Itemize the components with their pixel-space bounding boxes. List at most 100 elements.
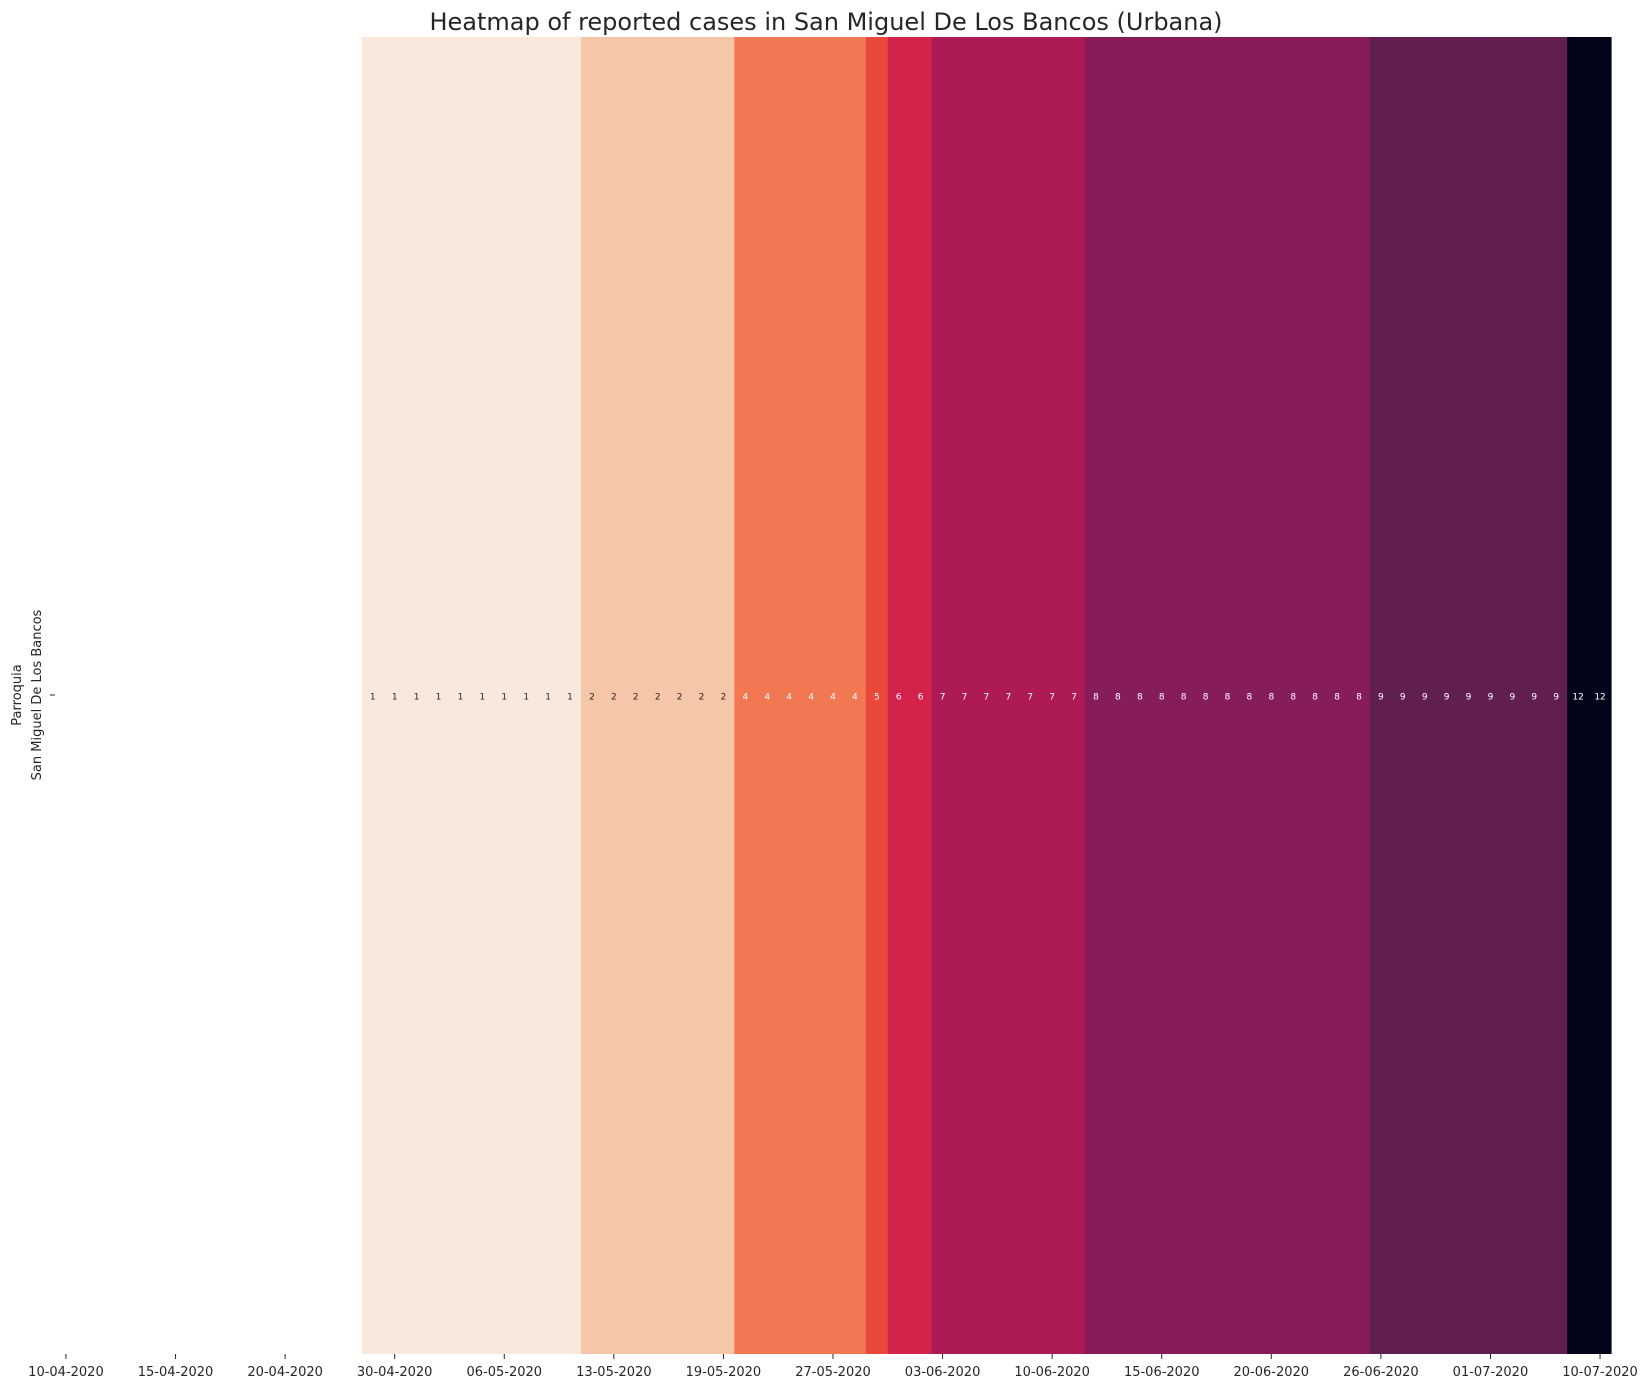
- cell-annotation: 2: [589, 693, 595, 703]
- cell-annotation: 8: [1356, 693, 1362, 703]
- cell-annotation: 1: [436, 693, 442, 703]
- heatmap-cell: [1369, 37, 1393, 1354]
- x-tick-label: 06-05-2020: [466, 1365, 542, 1380]
- heatmap-cell: [537, 37, 560, 1354]
- cell-annotation: 9: [1422, 693, 1428, 703]
- heatmap-cell: [1150, 37, 1174, 1354]
- heatmap-cell: [668, 37, 692, 1354]
- heatmap-cell: [778, 37, 801, 1354]
- heatmap-cell: [624, 37, 648, 1354]
- cell-annotation: 2: [699, 693, 705, 703]
- heatmap-cell: [734, 37, 757, 1354]
- x-tick-label: 26-06-2020: [1343, 1365, 1419, 1380]
- heatmap-cell: [493, 37, 516, 1354]
- cell-annotation: 4: [808, 693, 814, 703]
- cell-annotation: 6: [918, 693, 924, 703]
- x-tick-label: 15-06-2020: [1124, 1365, 1200, 1380]
- heatmap-cell: [822, 37, 845, 1354]
- heatmap-cell: [1567, 37, 1590, 1354]
- x-tick-label: 10-04-2020: [28, 1365, 104, 1380]
- heatmap-cell: [1282, 37, 1305, 1354]
- heatmap-cell: [1545, 37, 1568, 1354]
- x-tick-label: 19-05-2020: [686, 1365, 762, 1380]
- cell-annotation: 12: [1572, 693, 1583, 703]
- cell-annotation: 4: [786, 693, 792, 703]
- cell-annotation: 8: [1093, 693, 1099, 703]
- heatmap-cell: [1041, 37, 1064, 1354]
- cell-annotation: 7: [1071, 693, 1077, 703]
- cell-annotation: 8: [1247, 693, 1253, 703]
- cell-annotation: 7: [1005, 693, 1011, 703]
- heatmap-cell: [1194, 37, 1218, 1354]
- heatmap-cell: [997, 37, 1020, 1354]
- cell-annotation: 8: [1181, 693, 1187, 703]
- cell-annotation: 12: [1594, 693, 1605, 703]
- heatmap-cell: [427, 37, 451, 1354]
- heatmap-cell: [975, 37, 998, 1354]
- cell-annotation: 4: [852, 693, 858, 703]
- heatmap-cell: [1523, 37, 1546, 1354]
- cell-annotation: 8: [1334, 693, 1340, 703]
- cell-annotation: 8: [1312, 693, 1318, 703]
- heatmap-cell: [843, 37, 867, 1354]
- heatmap-cell: [1128, 37, 1152, 1354]
- cell-annotation: 1: [523, 693, 529, 703]
- cell-annotation: 9: [1510, 693, 1516, 703]
- heatmap-cell: [1172, 37, 1196, 1354]
- heatmap-cell: [756, 37, 779, 1354]
- x-tick-label: 10-06-2020: [1014, 1365, 1090, 1380]
- heatmap-cell: [471, 37, 494, 1354]
- heatmap-cell: [1413, 37, 1437, 1354]
- x-axis: 10-04-2020 15-04-2020 20-04-2020 30-04-2020…: [28, 1354, 1638, 1380]
- cell-annotation: 8: [1268, 693, 1274, 703]
- heatmap-cell: [865, 37, 889, 1354]
- y-axis-label: Parroquia: [10, 664, 25, 725]
- heatmap-cell: [361, 37, 385, 1354]
- heatmap-cell: [1019, 37, 1042, 1354]
- heatmap-cell: [690, 37, 714, 1354]
- heatmap-cell: [1457, 37, 1481, 1354]
- cell-annotation: 8: [1115, 693, 1121, 703]
- cell-annotation: 8: [1225, 693, 1231, 703]
- cell-annotation: 4: [742, 693, 748, 703]
- cell-annotation: 1: [567, 693, 573, 703]
- heatmap-cell: [1260, 37, 1283, 1354]
- cell-annotation: 4: [764, 693, 770, 703]
- cell-annotation: 2: [633, 693, 639, 703]
- cell-annotation: 2: [677, 693, 683, 703]
- heatmap-cell: [953, 37, 977, 1354]
- heatmap-cell: [887, 37, 911, 1354]
- heatmap-cell: [1326, 37, 1349, 1354]
- heatmap-cell: [1106, 37, 1130, 1354]
- heatmap-cell: [646, 37, 670, 1354]
- heatmap-cell: [1348, 37, 1371, 1354]
- cell-annotation: 7: [1027, 693, 1033, 703]
- heatmap-cell: [1063, 37, 1086, 1354]
- heatmap-cell: [800, 37, 823, 1354]
- x-tick-label: 03-06-2020: [905, 1365, 981, 1380]
- cell-annotation: 9: [1400, 693, 1406, 703]
- heatmap-cell: [931, 37, 955, 1354]
- cell-annotation: 8: [1203, 693, 1209, 703]
- x-tick-label: 27-05-2020: [795, 1365, 871, 1380]
- cell-annotation: 7: [984, 693, 990, 703]
- heatmap-cell: [580, 37, 604, 1354]
- cell-annotation: 2: [611, 693, 617, 703]
- x-tick-label: 15-04-2020: [138, 1365, 214, 1380]
- x-tick-label: 20-04-2020: [247, 1365, 323, 1380]
- cell-annotation: 6: [896, 693, 902, 703]
- cell-annotation: 9: [1553, 693, 1559, 703]
- heatmap-cell: [559, 37, 582, 1354]
- heatmap-cell: [712, 37, 735, 1354]
- heatmap-cell: [1501, 37, 1524, 1354]
- x-tick-label: 01-07-2020: [1453, 1365, 1529, 1380]
- cell-annotation: 1: [458, 693, 464, 703]
- heatmap-cell: [1391, 37, 1415, 1354]
- cell-annotation: 2: [655, 693, 661, 703]
- heatmap-cell: [1479, 37, 1503, 1354]
- cell-annotation: 1: [370, 693, 376, 703]
- heatmap-cell: [1589, 37, 1612, 1354]
